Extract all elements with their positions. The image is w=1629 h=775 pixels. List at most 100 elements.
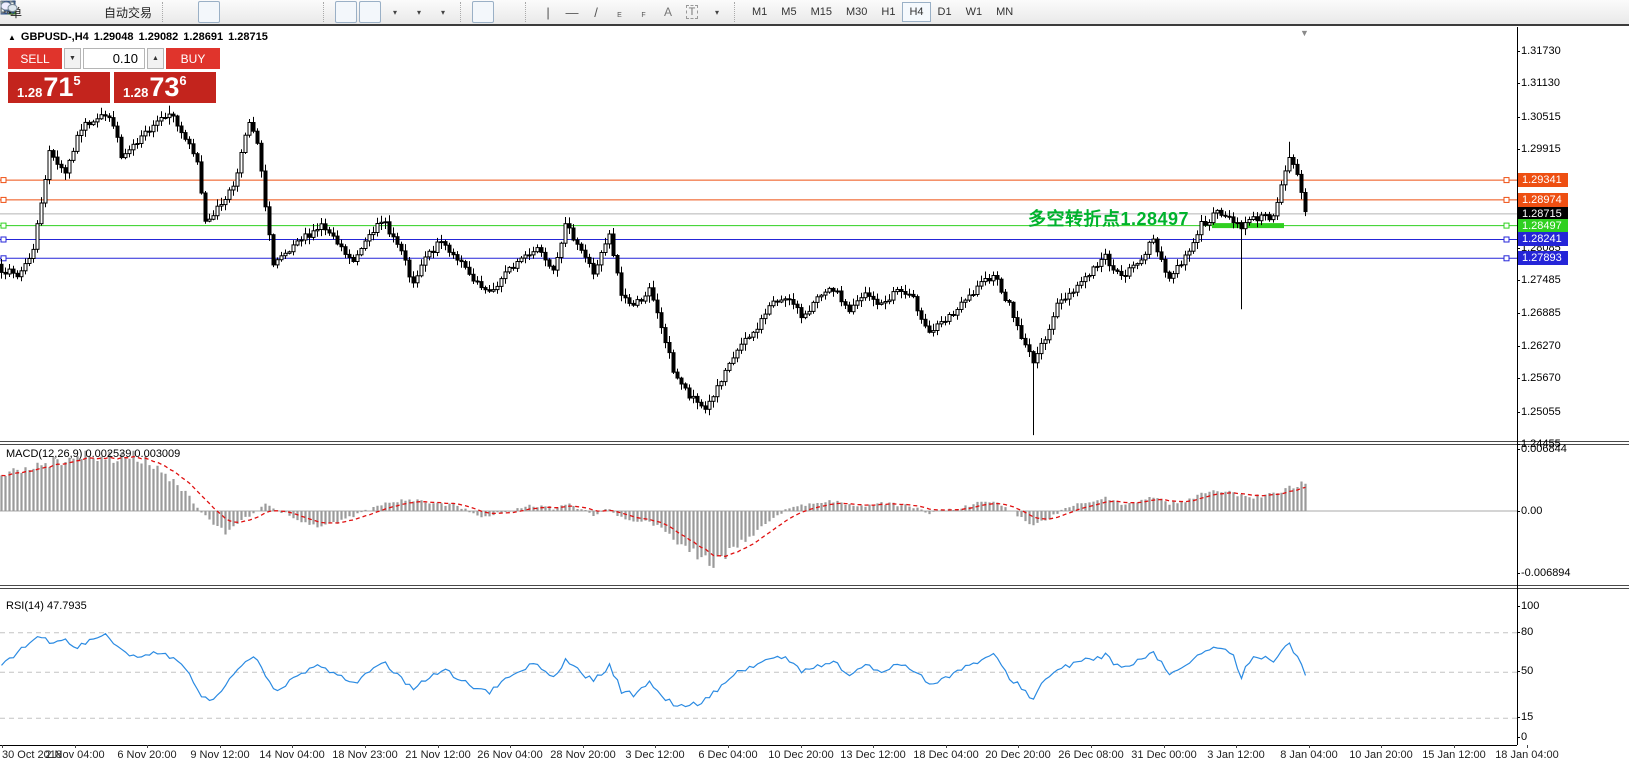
- price-level-badge[interactable]: 1.29341: [1518, 173, 1568, 187]
- time-tick: [510, 745, 511, 748]
- timeframe-button-h4[interactable]: H4: [902, 2, 931, 22]
- zoom-in-button[interactable]: [1, 1, 268, 23]
- time-label: 10 Jan 20:00: [1349, 749, 1413, 761]
- community-button[interactable]: [0, 1, 1624, 23]
- text-label-letter: T: [685, 5, 699, 19]
- time-tick: [1527, 745, 1528, 748]
- timeframe-button-m5[interactable]: M5: [781, 6, 797, 18]
- quote-close: 1.28715: [228, 31, 268, 43]
- period-button[interactable]: ▾: [1, 1, 429, 23]
- autotrading-button[interactable]: 自动交易: [0, 0, 155, 23]
- time-tick: [946, 745, 947, 748]
- rsi-tick: 0: [1516, 731, 1528, 743]
- line-chart-mode-button[interactable]: [0, 1, 244, 23]
- new-chart-button[interactable]: ▾: [0, 0, 405, 23]
- pivot-annotation: 多空转折点1.28497: [1028, 209, 1190, 229]
- time-label: 18 Dec 04:00: [913, 749, 979, 761]
- time-tick: [1309, 745, 1310, 748]
- price-tick: 1.25670: [1517, 372, 1561, 384]
- shift-end-marker[interactable]: ▼: [1300, 28, 1309, 38]
- price-tick: 1.30515: [1517, 111, 1561, 123]
- price-tick: 1.27485: [1517, 274, 1561, 286]
- price-level-badge[interactable]: 1.28974: [1518, 193, 1568, 207]
- price-tick: 1.26885: [1517, 307, 1561, 319]
- timeframe-button-h1[interactable]: H1: [881, 6, 896, 18]
- rsi-tick: 50: [1516, 665, 1534, 677]
- toolbar-separator: [460, 2, 467, 22]
- volume-decrease-button[interactable]: ▼: [64, 48, 81, 69]
- rsi-pane[interactable]: RSI(14) 47.7935: [0, 590, 1517, 745]
- vertical-line-tool[interactable]: |: [546, 4, 550, 20]
- cursor-tool-button[interactable]: [4, 1, 495, 23]
- macd-chart[interactable]: [0, 445, 1517, 585]
- macd-pane[interactable]: MACD(12,26,9) 0.002539 0.003009: [0, 445, 1517, 585]
- buy-price-prefix: 1.28: [123, 85, 149, 100]
- auto-scroll-button[interactable]: [1, 1, 358, 23]
- volume-input[interactable]: 0.10: [83, 48, 145, 69]
- price-axis[interactable]: 1.31730 1.31130 1.30515 1.29915 1.28085 1.274…: [1516, 0, 1629, 775]
- navigator-button[interactable]: [0, 0, 99, 23]
- pane-separator[interactable]: [0, 441, 1629, 445]
- time-tick: [873, 745, 874, 748]
- text-tool[interactable]: A: [657, 1, 679, 23]
- rsi-label: RSI(14) 47.7935: [6, 600, 87, 612]
- text-label-tool[interactable]: T: [681, 1, 703, 23]
- macd-label: MACD(12,26,9) 0.002539 0.003009: [6, 448, 181, 460]
- sell-button[interactable]: SELL: [8, 48, 62, 69]
- price-level-badge[interactable]: 1.28497: [1518, 219, 1568, 233]
- rsi-chart[interactable]: [0, 590, 1517, 745]
- time-axis-border: [0, 745, 1517, 746]
- macd-tick: -0.006894: [1517, 567, 1571, 579]
- time-label: 18 Nov 23:00: [332, 749, 398, 761]
- sell-price[interactable]: 1.28 71 5: [8, 72, 110, 103]
- candlestick-mode-button[interactable]: [1, 1, 221, 23]
- chat-bubbles-icon: [0, 1, 18, 12]
- chart-shift-button[interactable]: [1, 1, 382, 23]
- time-tick: [1164, 745, 1165, 748]
- time-axis[interactable]: 30 Oct 2018 2 Nov 04:00 6 Nov 20:00 9 Nov 1…: [0, 745, 1629, 775]
- buy-price[interactable]: 1.28 73 6: [114, 72, 216, 103]
- time-tick: [1454, 745, 1455, 748]
- horizontal-line-tool[interactable]: —: [565, 4, 579, 20]
- styler-icon[interactable]: [0, 1, 51, 23]
- time-tick: [1236, 745, 1237, 748]
- rsi-tick: 15: [1516, 711, 1534, 723]
- time-tick: [292, 745, 293, 748]
- rsi-tick: 100: [1516, 600, 1540, 612]
- search-button[interactable]: [1, 0, 1600, 23]
- timeframe-button-m15[interactable]: M15: [810, 6, 832, 18]
- trendline-tool[interactable]: /: [594, 4, 598, 20]
- tile-windows-button[interactable]: [0, 0, 316, 23]
- zoom-out-button[interactable]: [1, 1, 292, 23]
- arrows-tool[interactable]: ▾: [2, 1, 727, 23]
- time-tick: [801, 745, 802, 748]
- timeframe-button-m1[interactable]: M1: [752, 6, 768, 18]
- time-tick: [365, 745, 366, 748]
- crosshair-tool-button[interactable]: [1, 1, 518, 23]
- sell-price-big: 71: [43, 72, 74, 102]
- sell-price-sup: 5: [73, 73, 81, 88]
- fibonacci-tool[interactable]: F: [1, 1, 655, 23]
- volume-increase-button[interactable]: ▲: [147, 48, 164, 69]
- channel-tool[interactable]: E: [0, 1, 631, 23]
- timeframe-button-mn[interactable]: MN: [996, 6, 1014, 18]
- price-level-badge[interactable]: 1.27893: [1518, 251, 1568, 265]
- collapse-arrow-icon[interactable]: ▲: [8, 32, 16, 42]
- market-watch-button[interactable]: [0, 0, 75, 23]
- timeframe-button-m30[interactable]: M30: [845, 6, 868, 18]
- time-label: 28 Nov 20:00: [550, 749, 616, 761]
- time-tick: [75, 745, 76, 748]
- quote-open: 1.29048: [93, 31, 134, 43]
- bar-chart-mode-button[interactable]: [1, 1, 196, 23]
- template-button[interactable]: ▾: [0, 1, 453, 23]
- time-label: 9 Nov 12:00: [190, 749, 250, 761]
- pane-separator[interactable]: [0, 585, 1629, 589]
- price-pane[interactable]: 多空转折点1.28497 ▼: [0, 27, 1517, 441]
- buy-button[interactable]: BUY: [166, 48, 220, 69]
- price-level-badge[interactable]: 1.28241: [1518, 232, 1568, 246]
- timeframe-button-d1[interactable]: D1: [937, 6, 952, 18]
- timeframe-button-w1[interactable]: W1: [965, 6, 983, 18]
- price-level-badge[interactable]: 1.28715: [1518, 207, 1568, 221]
- candlestick-chart[interactable]: [0, 27, 1517, 441]
- fibonacci-letter: F: [641, 11, 646, 19]
